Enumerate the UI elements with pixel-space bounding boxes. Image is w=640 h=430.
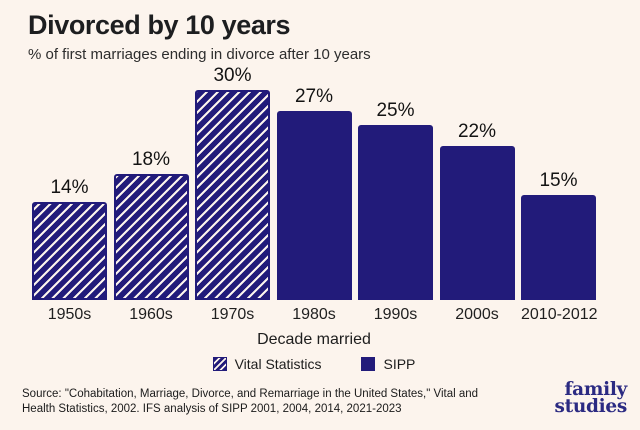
bar-column: 15% [521,58,596,300]
page-title: Divorced by 10 years [28,10,291,40]
solid-swatch-icon [361,357,376,371]
bar-value-label: 22% [457,121,497,142]
x-axis-ticks: 1950s 1960s 1970s 1980s 1990s 2000s 2010-2012 [32,306,598,324]
bar-1970s [195,90,270,300]
x-tick-2000s: 2000s [455,306,499,323]
chart-header: Divorced by 10 years % of first marriage… [28,10,371,63]
bar-2000s [439,146,515,300]
chart-subtitle: % of first marriages ending in divorce a… [28,46,371,63]
bar-column: 27% [276,58,352,300]
bar-column: 25% [358,58,433,300]
bar-1980s [276,111,352,300]
bar-1960s [113,174,189,300]
hatched-swatch-icon [212,357,227,371]
x-axis-title: Decade married [257,331,371,348]
bar-1950s [32,202,107,300]
legend-item-vital-statistics: Vital Statistics [212,356,322,372]
bar-value-label: 18% [131,149,171,170]
bar-1990s [358,125,433,300]
bar-column: 14% [32,58,107,300]
bar-column: 18% [113,58,189,300]
bar-plot: 14% 18% 30% 27% 25% 22% 15% [32,58,596,300]
x-tick-1990s: 1990s [373,306,418,323]
bar-value-label: 15% [539,170,578,191]
family-studies-logo: family studies [554,379,628,417]
legend-item-sipp: SIPP [361,356,415,372]
x-tick-1970s: 1970s [210,306,255,323]
x-tick-1960s: 1960s [129,306,173,323]
legend-label: SIPP [383,356,416,372]
bar-column: 22% [439,58,515,300]
bar-value-label: 25% [376,100,415,121]
legend-label: Vital Statistics [234,356,322,372]
source-line: Source: "Cohabitation, Marriage, Divorce… [22,388,479,400]
x-tick-1980s: 1980s [292,306,336,323]
x-tick-2010-2012: 2010-2012 [521,306,598,323]
bar-2010-2012 [521,195,596,300]
bar-column: 30% [195,58,270,300]
bar-value-label: 30% [213,65,252,86]
bar-value-label: 14% [50,177,89,198]
logo-line: studies [554,395,628,417]
logo-line: family [564,379,627,400]
source-note: Source: "Cohabitation, Marriage, Divorce… [22,387,492,416]
bar-value-label: 27% [294,86,334,107]
x-tick-1950s: 1950s [47,306,92,323]
chart-legend: Vital Statistics SIPP [32,356,596,372]
source-line: Health Statistics, 2002. IFS analysis of… [22,402,402,415]
